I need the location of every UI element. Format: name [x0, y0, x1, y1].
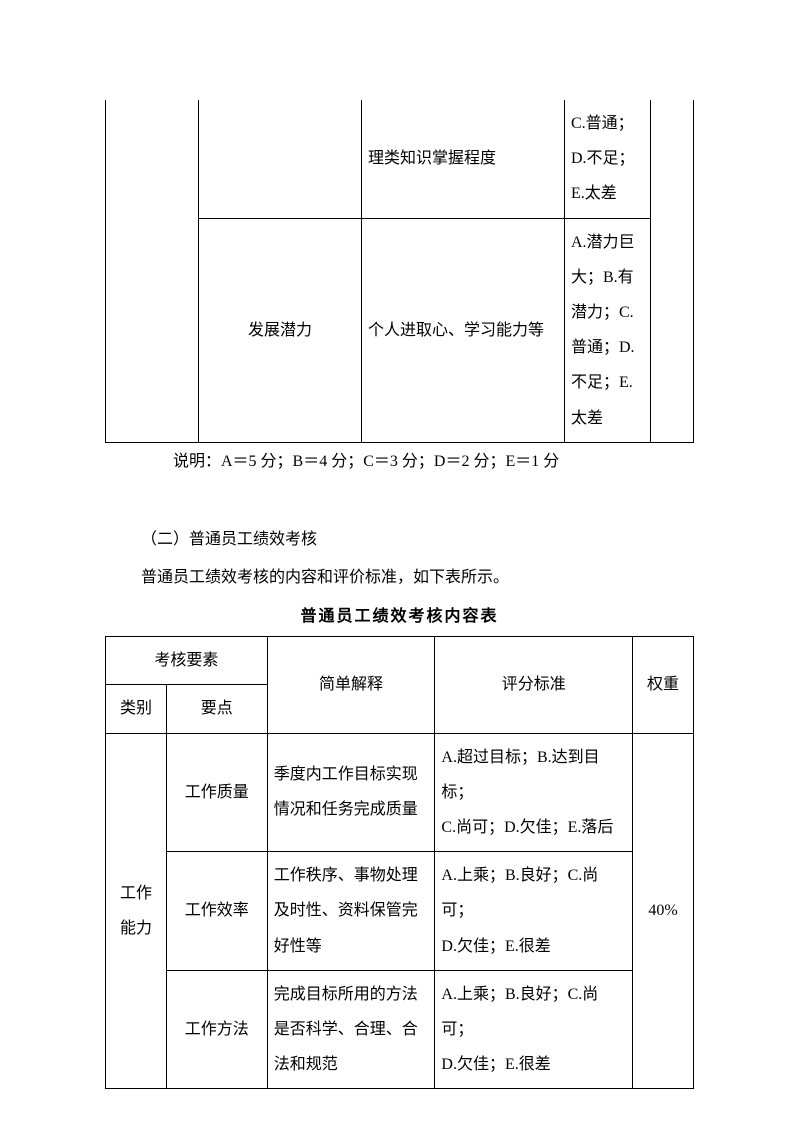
table-row: 工作能力 工作质量 季度内工作目标实现情况和任务完成质量 A.超过目标；B.达到…	[106, 733, 694, 852]
cell-blank	[199, 100, 362, 218]
cell-point: 发展潜力	[199, 218, 362, 442]
cell-point: 工作方法	[166, 970, 267, 1089]
table-header-row: 考核要素 简单解释 评分标准 权重	[106, 637, 694, 685]
cell-blank	[651, 100, 694, 442]
cell-standard: C.普通；D.不足；E.太差	[565, 100, 651, 218]
section-heading: （二）普通员工绩效考核	[105, 521, 694, 559]
scoring-note: 说明：A＝5 分；B＝4 分；C＝3 分；D＝2 分；E＝1 分	[105, 443, 694, 481]
cell-point: 工作质量	[166, 733, 267, 852]
cell-standard: A.超过目标；B.达到目标；C.尚可；D.欠佳；E.落后	[435, 733, 633, 852]
cell-explain: 季度内工作目标实现情况和任务完成质量	[267, 733, 435, 852]
header-standard: 评分标准	[435, 637, 633, 733]
cell-standard: A.上乘；B.良好；C.尚可；D.欠佳；E.很差	[435, 852, 633, 971]
header-explain: 简单解释	[267, 637, 435, 733]
table-row: 工作效率 工作秩序、事物处理及时性、资料保管完好性等 A.上乘；B.良好；C.尚…	[106, 852, 694, 971]
cell-explain: 完成目标所用的方法是否科学、合理、合法和规范	[267, 970, 435, 1089]
table-row: 工作方法 完成目标所用的方法是否科学、合理、合法和规范 A.上乘；B.良好；C.…	[106, 970, 694, 1089]
cell-standard: A.上乘；B.良好；C.尚可；D.欠佳；E.很差	[435, 970, 633, 1089]
cell-category: 工作能力	[106, 733, 167, 1089]
table-evaluation-continued: 理类知识掌握程度 C.普通；D.不足；E.太差 发展潜力 个人进取心、学习能力等…	[105, 100, 694, 443]
table-staff-evaluation: 考核要素 简单解释 评分标准 权重 类别 要点 工作能力 工作质量 季度内工作目…	[105, 636, 694, 1089]
table-row: 理类知识掌握程度 C.普通；D.不足；E.太差	[106, 100, 694, 218]
cell-point: 工作效率	[166, 852, 267, 971]
table-title: 普通员工绩效考核内容表	[105, 598, 694, 636]
section-paragraph: 普通员工绩效考核的内容和评价标准，如下表所示。	[105, 559, 694, 597]
cell-explain: 理类知识掌握程度	[362, 100, 565, 218]
cell-blank	[106, 100, 199, 442]
header-element: 考核要素	[106, 637, 268, 685]
cell-explain: 工作秩序、事物处理及时性、资料保管完好性等	[267, 852, 435, 971]
cell-explain: 个人进取心、学习能力等	[362, 218, 565, 442]
cell-standard: A.潜力巨大；B.有潜力；C.普通；D.不足；E.太差	[565, 218, 651, 442]
header-weight: 权重	[633, 637, 694, 733]
cell-weight: 40%	[633, 733, 694, 1089]
document-page: 理类知识掌握程度 C.普通；D.不足；E.太差 发展潜力 个人进取心、学习能力等…	[0, 0, 794, 1123]
header-category: 类别	[106, 685, 167, 733]
header-point: 要点	[166, 685, 267, 733]
